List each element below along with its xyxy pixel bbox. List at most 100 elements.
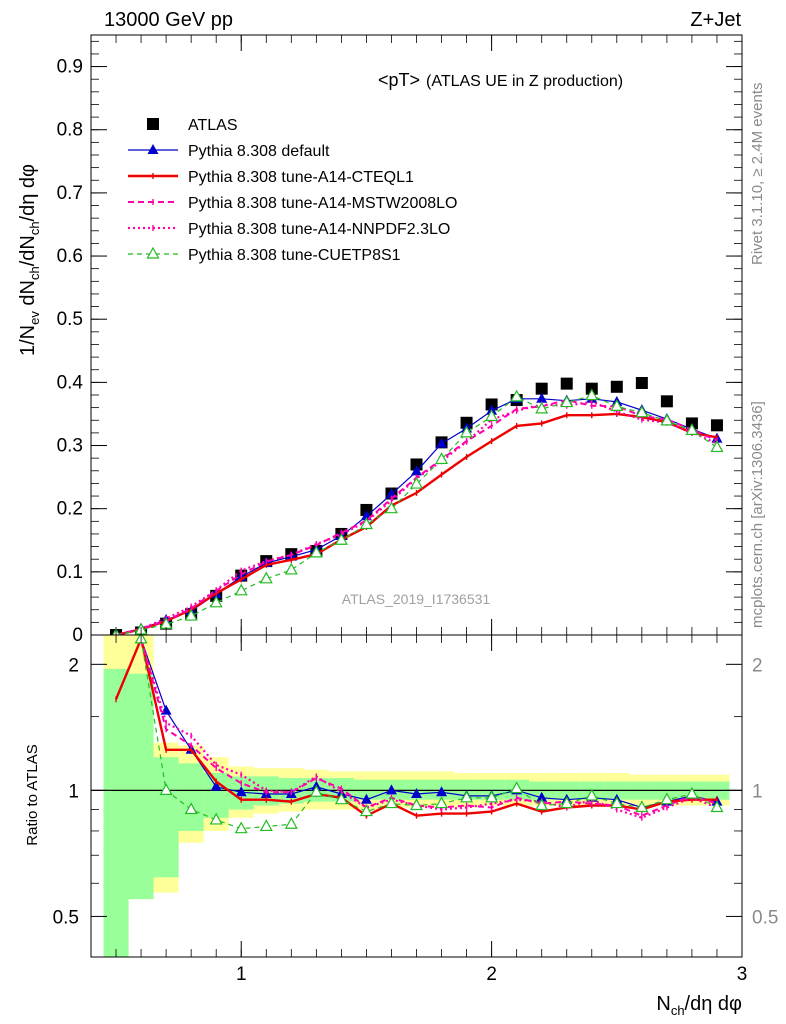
ratio-ytick-label-right-1: 1 xyxy=(752,781,763,802)
ratio-point-4-15 xyxy=(485,790,499,803)
ratio-point-4-21 xyxy=(635,800,649,813)
ratio-point-4-17 xyxy=(535,798,549,811)
plot-subtitle: (ATLAS UE in Z production) xyxy=(426,73,623,90)
legend-marker-1 xyxy=(147,144,159,154)
main-point-5-11 xyxy=(384,501,398,514)
ratio-ytick-label-right-0: 0.5 xyxy=(752,907,778,928)
main-point-5-12 xyxy=(409,476,424,489)
ratio-point-4-18 xyxy=(560,796,574,809)
main-point-5-20 xyxy=(610,399,624,411)
main-point-5-10 xyxy=(359,517,373,530)
green-band-10 xyxy=(353,779,379,800)
main-point-5-3 xyxy=(184,608,198,621)
green-band-0 xyxy=(103,668,129,957)
legend-label-3: Pythia 8.308 tune-A14-MSTW2008LO xyxy=(188,195,457,212)
ratio-ytick-label-0: 0.5 xyxy=(53,907,79,928)
main-point-0-17 xyxy=(535,382,548,395)
main-point-0-18 xyxy=(560,377,573,390)
main-point-0-15 xyxy=(485,398,498,411)
green-band-1 xyxy=(128,673,154,900)
legend-label-5: Pythia 8.308 tune-CUETP8S1 xyxy=(188,247,401,264)
legend-entry-5: Pythia 8.308 tune-CUETP8S1 xyxy=(128,246,401,264)
ratio-series-line-3 xyxy=(140,638,718,819)
analysis-watermark: ATLAS_2019_I1736531 xyxy=(342,591,491,607)
x-tick-label-1: 2 xyxy=(486,964,497,985)
ratio-series-line-0 xyxy=(140,638,718,809)
main-ytick-label-5: 0.5 xyxy=(57,309,83,330)
ratio-series-layer xyxy=(114,635,724,834)
main-point-5-16 xyxy=(510,389,524,402)
main-ytick-label-1: 0.1 xyxy=(57,562,83,583)
ratio-series-line-2 xyxy=(140,638,718,817)
main-point-0-22 xyxy=(660,395,673,408)
ratio-point-4-6 xyxy=(259,819,273,832)
ratio-point-0-11 xyxy=(385,784,397,795)
green-band-3 xyxy=(178,763,204,831)
legend-marker-5 xyxy=(146,246,160,259)
ratio-point-4-24 xyxy=(710,800,724,813)
ratio-point-4-5 xyxy=(234,821,248,834)
legend-entry-0: ATLAS xyxy=(147,117,238,134)
legend-marker-0 xyxy=(147,118,159,130)
main-point-5-23 xyxy=(685,423,699,435)
main-point-0-24 xyxy=(710,419,723,432)
main-point-5-24 xyxy=(710,440,724,453)
main-point-5-18 xyxy=(560,395,574,408)
main-ytick-label-9: 0.9 xyxy=(57,57,83,78)
legend-label-4: Pythia 8.308 tune-A14-NNPDF2.3LO xyxy=(188,221,450,238)
main-ytick-label-4: 0.4 xyxy=(57,372,84,393)
main-ytick-label-7: 0.7 xyxy=(57,183,83,204)
main-point-5-6 xyxy=(259,571,273,584)
main-point-1-12 xyxy=(411,465,422,476)
main-point-5-7 xyxy=(284,562,298,575)
ratio-point-0-4 xyxy=(210,780,222,791)
main-ytick-label-2: 0.2 xyxy=(57,499,83,520)
ratio-point-0-12 xyxy=(411,788,422,799)
legend-label-0: ATLAS xyxy=(188,117,238,134)
main-point-5-8 xyxy=(309,545,323,558)
plot-title: <pT> xyxy=(378,70,420,90)
main-series-5 xyxy=(112,388,724,635)
ratio-point-4-22 xyxy=(660,792,674,805)
main-point-5-22 xyxy=(660,413,674,426)
main-ytick-label-0: 0 xyxy=(72,625,83,646)
ratio-point-4-20 xyxy=(610,796,624,809)
ratio-point-4-11 xyxy=(384,796,398,809)
main-point-5-4 xyxy=(209,595,223,608)
legend-entry-2: Pythia 8.308 tune-A14-CTEQL1 xyxy=(128,169,414,186)
main-point-5-5 xyxy=(234,583,248,596)
ratio-ytick-label-2: 2 xyxy=(68,655,79,676)
ratio-ytick-label-1: 1 xyxy=(68,781,79,802)
legend: ATLAS Pythia 8.308 default Pythia 8.308 tu… xyxy=(128,117,457,264)
ratio-point-4-2 xyxy=(159,783,173,795)
main-point-5-21 xyxy=(635,405,649,418)
ratio-point-0-17 xyxy=(536,791,548,802)
mcplots-info: mcplots.cern.ch [arXiv:1306.3436] xyxy=(749,401,766,628)
ratio-point-4-3 xyxy=(184,802,198,815)
legend-label-2: Pythia 8.308 tune-A14-CTEQL1 xyxy=(188,169,414,186)
ratio-point-0-13 xyxy=(436,786,448,797)
main-point-1-17 xyxy=(536,392,548,403)
ratio-point-4-14 xyxy=(460,790,474,803)
main-point-5-17 xyxy=(535,401,549,414)
main-ytick-label-8: 0.8 xyxy=(57,120,83,141)
ratio-point-4-8 xyxy=(309,784,323,797)
header-left: 13000 GeV pp xyxy=(104,9,233,31)
main-point-0-20 xyxy=(610,380,623,393)
x-tick-label-2: 3 xyxy=(737,964,748,985)
ratio-point-4-19 xyxy=(585,788,599,801)
main-ytick-label-6: 0.6 xyxy=(57,246,83,267)
ratio-series-4 xyxy=(134,635,724,834)
ratio-point-0-10 xyxy=(360,793,372,804)
legend-entry-3: Pythia 8.308 tune-A14-MSTW2008LO xyxy=(128,195,457,212)
main-point-5-9 xyxy=(334,533,348,545)
axis-ticks: 0 0.1 0.2 0.3 0.4 0.5 0.6 0.7 0.8 0.9 1 2 3 0.5 0.5 1 1 2… xyxy=(53,35,778,985)
ratio-ytick-label-right-2: 2 xyxy=(752,655,763,676)
green-band-2 xyxy=(153,757,179,878)
ratio-point-4-13 xyxy=(435,796,449,809)
ratio-point-0-5 xyxy=(235,786,247,797)
main-point-0-21 xyxy=(635,377,648,389)
rivet-info: Rivet 3.1.10, ≥ 2.4M events xyxy=(749,83,766,266)
y-axis-label-ratio: Ratio to ATLAS xyxy=(24,744,41,845)
